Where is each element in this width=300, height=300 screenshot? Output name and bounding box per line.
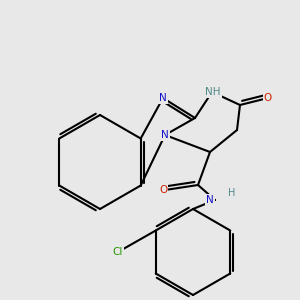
Text: H: H [228, 188, 236, 198]
Text: NH: NH [205, 87, 221, 97]
Text: O: O [264, 93, 272, 103]
Text: N: N [161, 130, 169, 140]
Text: O: O [159, 185, 167, 195]
Text: N: N [159, 93, 167, 103]
Text: N: N [206, 195, 214, 205]
Text: Cl: Cl [113, 247, 123, 257]
